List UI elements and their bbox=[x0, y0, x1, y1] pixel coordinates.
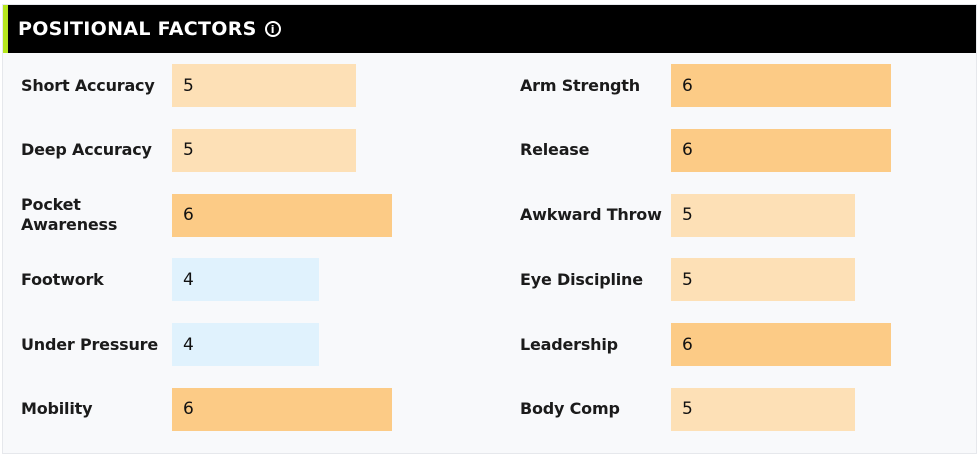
factor-label: Deep Accuracy bbox=[21, 140, 152, 160]
factor-label: Footwork bbox=[21, 269, 104, 289]
factor-label: Mobility bbox=[21, 399, 93, 419]
factor-label: Under Pressure bbox=[21, 334, 158, 354]
info-icon[interactable]: i bbox=[264, 21, 281, 37]
factor-label: Arm Strength bbox=[520, 75, 640, 95]
factor-label: Short Accuracy bbox=[21, 75, 155, 95]
factor-score-bar: 6 bbox=[671, 64, 891, 107]
factor-label: Pocket Awareness bbox=[21, 195, 118, 235]
factor-score-bar: 5 bbox=[172, 64, 356, 107]
factor-score-bar: 6 bbox=[172, 387, 392, 431]
factor-score-bar: 6 bbox=[671, 128, 891, 172]
factor-label: Eye Discipline bbox=[520, 269, 643, 289]
factor-label: Leadership bbox=[520, 334, 618, 354]
factor-label: Awkward Throw bbox=[520, 205, 662, 225]
factor-score-bar: 6 bbox=[671, 323, 891, 367]
section-header: POSITIONAL FACTORS i bbox=[3, 5, 976, 53]
section-title: POSITIONAL FACTORS bbox=[18, 18, 257, 40]
factor-score-bar: 5 bbox=[671, 193, 855, 237]
factor-score-bar: 5 bbox=[671, 258, 855, 302]
factor-score-bar: 4 bbox=[172, 323, 319, 367]
factor-label: Release bbox=[520, 140, 590, 160]
factor-score-bar: 5 bbox=[671, 387, 855, 431]
factor-score-bar: 6 bbox=[172, 193, 392, 237]
factor-score-bar: 5 bbox=[172, 128, 356, 172]
factor-label: Body Comp bbox=[520, 399, 620, 419]
factor-score-bar: 4 bbox=[172, 258, 319, 302]
